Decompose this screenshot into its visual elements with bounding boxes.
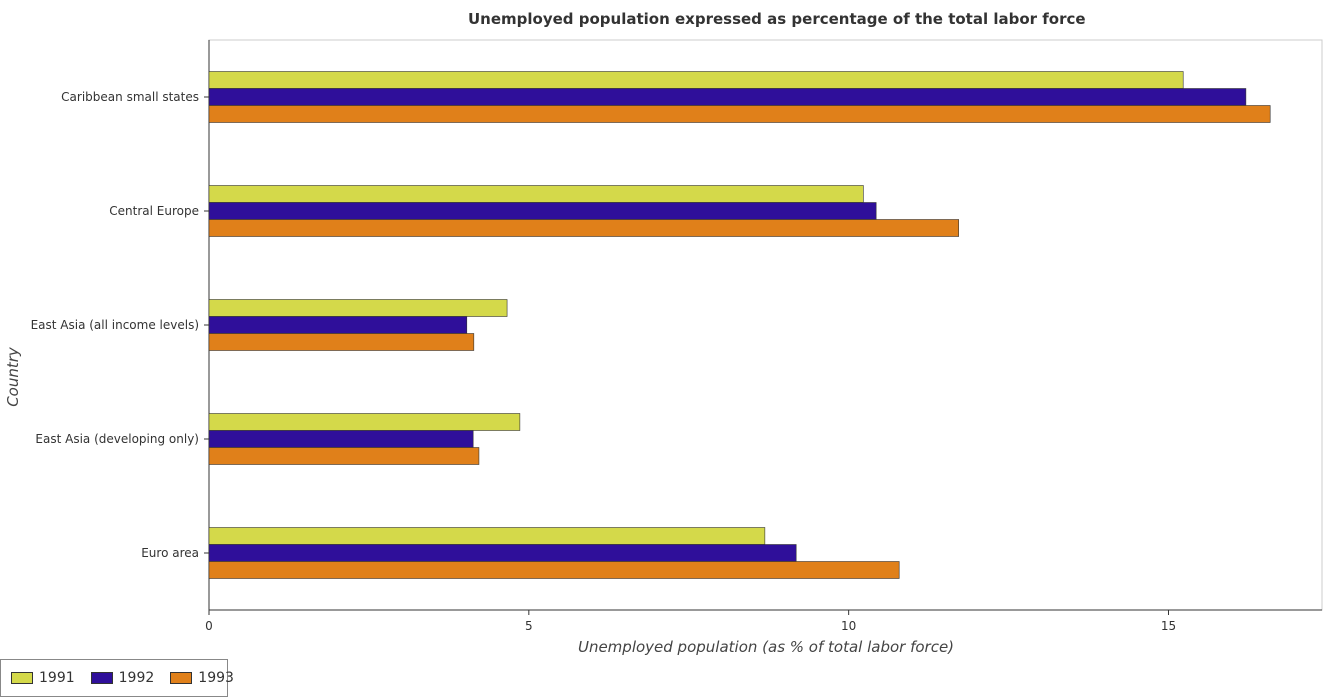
- bar-1991: [208, 413, 521, 431]
- bar-1993: [208, 447, 480, 465]
- bar-1993: [208, 561, 900, 579]
- x-tick-label: 0: [205, 619, 213, 633]
- legend-label: 1993: [198, 670, 234, 686]
- y-tick-label: Caribbean small states: [61, 90, 199, 104]
- legend-item-1992: 1992: [90, 670, 155, 686]
- legend-item-1993: 1993: [170, 670, 234, 686]
- legend-swatch: [90, 672, 113, 684]
- legend-label: 1992: [118, 670, 155, 686]
- bar-1993: [208, 105, 1271, 123]
- legend-item-1991: 1991: [11, 670, 75, 686]
- bar-1993: [208, 219, 959, 237]
- plot-area: 0 5 10 15 Caribbean small states Central Euro…: [31, 39, 1323, 633]
- y-tick-label: Euro area: [141, 546, 199, 560]
- bar-1992: [208, 316, 468, 334]
- y-tick-label: Central Europe: [109, 204, 199, 218]
- x-tick-label: 15: [1161, 619, 1176, 633]
- bar-1992: [208, 88, 1247, 106]
- bar-1992: [208, 202, 877, 220]
- chart-title: Unemployed population expressed as perce…: [468, 10, 1086, 28]
- y-tick-label: East Asia (all income levels): [31, 318, 199, 332]
- y-axis-title: Country: [4, 346, 22, 407]
- legend-swatch: [170, 672, 193, 684]
- x-tick-label: 10: [841, 619, 856, 633]
- legend-swatch: [11, 672, 33, 684]
- y-tick-label: East Asia (developing only): [35, 432, 199, 446]
- bar-1991: [208, 185, 864, 203]
- bar-1992: [208, 544, 797, 562]
- x-tick-label: 5: [525, 619, 533, 633]
- bar-1991: [208, 527, 766, 545]
- bar-1993: [208, 333, 475, 351]
- legend: 1991 1992 1993: [0, 659, 234, 697]
- bar-1991: [208, 71, 1184, 89]
- bar-1992: [208, 430, 474, 448]
- legend-label: 1991: [39, 670, 75, 686]
- bar-1991: [208, 299, 508, 317]
- x-axis-title: Unemployed population (as % of total lab…: [578, 638, 954, 656]
